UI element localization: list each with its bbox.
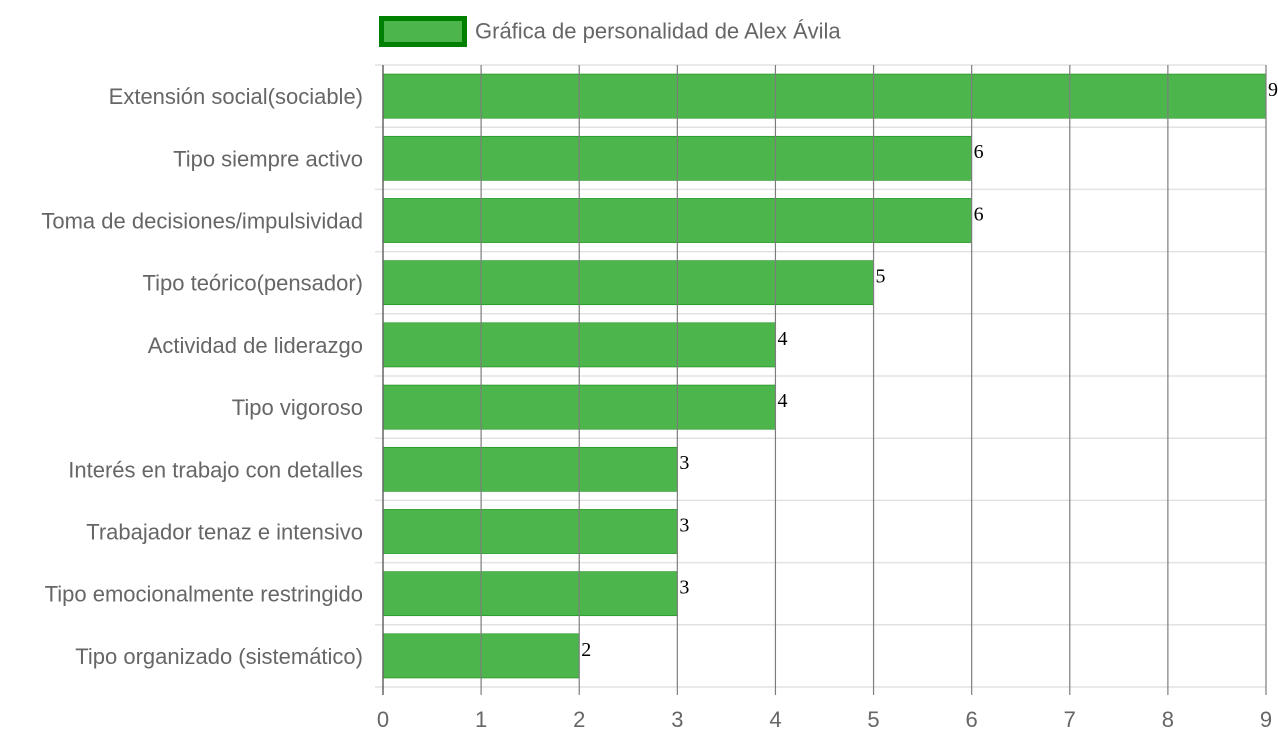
category-label: Extensión social(sociable) <box>109 84 363 109</box>
value-axis: 0 1 2 3 4 5 6 7 8 9 <box>377 707 1272 732</box>
grid <box>375 64 1266 688</box>
category-label: Tipo teórico(pensador) <box>142 271 363 296</box>
legend-label[interactable]: Gráfica de personalidad de Alex Ávila <box>475 19 841 44</box>
data-label: 4 <box>777 390 787 412</box>
x-tick-label: 1 <box>475 707 487 732</box>
data-label: 2 <box>581 639 591 661</box>
x-tick-label: 7 <box>1064 707 1076 732</box>
data-label: 5 <box>876 266 886 288</box>
data-label: 3 <box>679 452 689 474</box>
bar[interactable] <box>382 73 1267 119</box>
category-label: Toma de decisiones/impulsividad <box>41 209 363 234</box>
x-tick-label: 2 <box>573 707 585 732</box>
data-label: 4 <box>777 328 787 350</box>
legend-swatch[interactable] <box>379 16 467 47</box>
x-tick-label: 9 <box>1260 707 1272 732</box>
bar[interactable] <box>382 260 874 306</box>
x-tick-label: 0 <box>377 707 389 732</box>
x-tick-label: 6 <box>966 707 978 732</box>
bar[interactable] <box>382 509 678 554</box>
bar[interactable] <box>382 571 678 617</box>
category-axis: Extensión social(sociable) Tipo siempre a… <box>41 84 363 669</box>
x-tick-label: 4 <box>769 707 781 732</box>
category-label: Tipo emocionalmente restringido <box>45 582 363 607</box>
data-label: 3 <box>679 514 689 536</box>
category-label: Tipo organizado (sistemático) <box>75 644 363 669</box>
category-label: Tipo siempre activo <box>173 146 363 171</box>
data-label: 3 <box>679 577 689 599</box>
category-label: Interés en trabajo con detalles <box>68 457 363 482</box>
category-label: Actividad de liderazgo <box>148 333 363 358</box>
data-labels: 9 6 6 5 4 4 3 3 3 2 <box>581 79 1278 661</box>
data-label: 6 <box>974 141 984 163</box>
legend[interactable]: Gráfica de personalidad de Alex Ávila <box>379 16 842 47</box>
category-label: Tipo vigoroso <box>232 395 363 420</box>
category-label: Trabajador tenaz e intensivo <box>86 520 363 545</box>
data-label: 9 <box>1268 79 1278 101</box>
x-tick-label: 5 <box>867 707 879 732</box>
x-tick-label: 8 <box>1162 707 1174 732</box>
bar[interactable] <box>382 446 678 492</box>
data-label: 6 <box>974 203 984 225</box>
x-tick-label: 3 <box>671 707 683 732</box>
